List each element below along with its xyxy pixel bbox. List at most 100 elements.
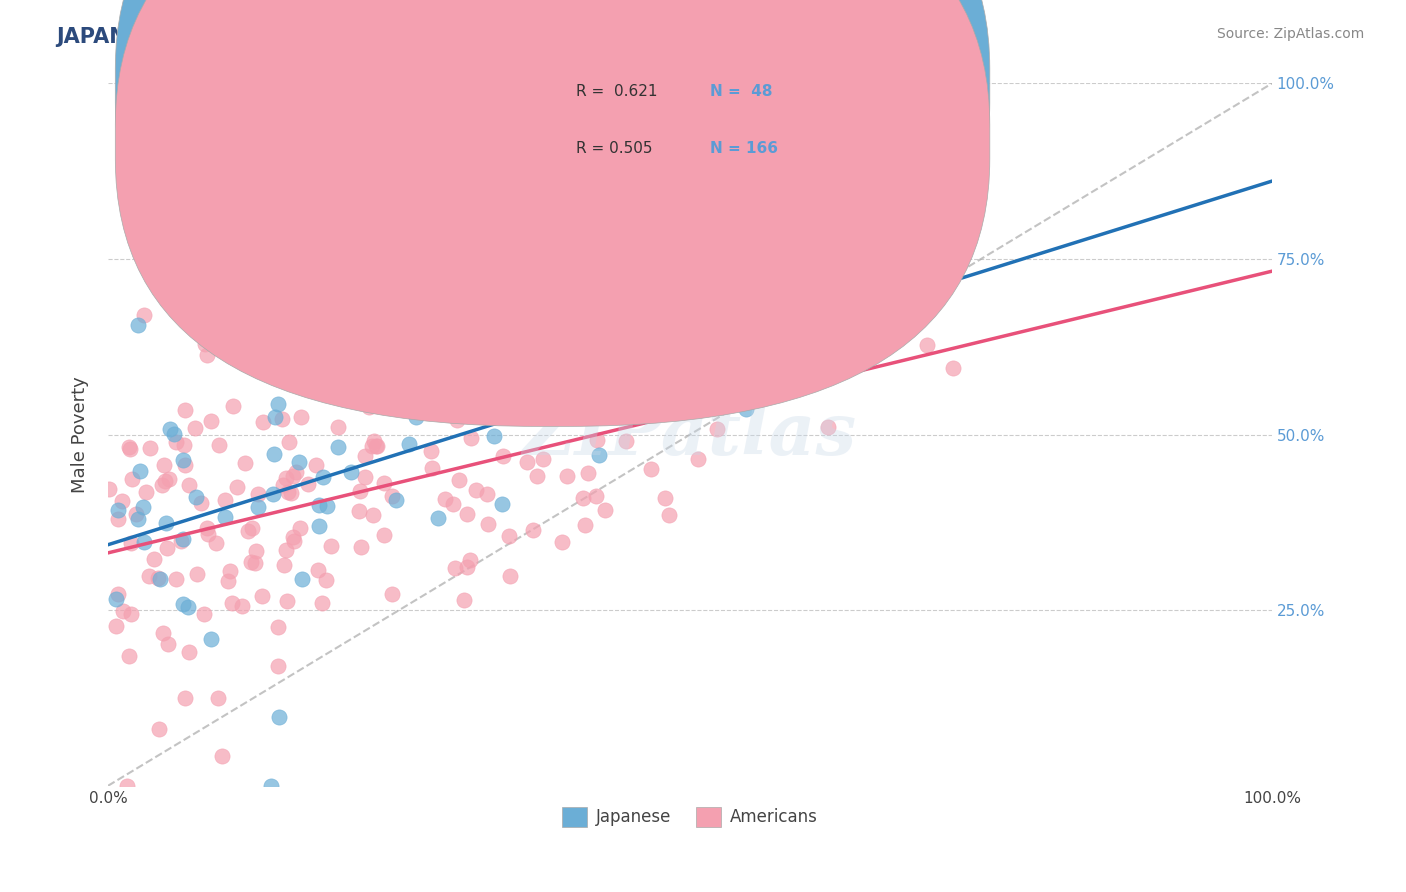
Americans <box>654 491 676 506</box>
Y-axis label: Male Poverty: Male Poverty <box>72 376 89 493</box>
Japanese <box>308 498 330 512</box>
Americans <box>118 440 141 454</box>
Americans <box>219 564 242 578</box>
Americans <box>148 571 170 585</box>
Japanese <box>177 600 200 615</box>
Americans <box>247 487 270 501</box>
Japanese <box>465 407 488 421</box>
Text: N =  48: N = 48 <box>710 85 772 99</box>
Americans <box>135 485 157 500</box>
Americans <box>817 419 839 434</box>
Americans <box>434 491 457 506</box>
Americans <box>326 420 349 434</box>
Americans <box>508 376 530 390</box>
Americans <box>271 477 294 491</box>
Americans <box>290 409 312 424</box>
Text: JAPANESE VS AMERICAN MALE POVERTY CORRELATION CHART: JAPANESE VS AMERICAN MALE POVERTY CORREL… <box>56 27 782 46</box>
Americans <box>200 414 222 428</box>
Americans <box>326 382 349 396</box>
Americans <box>271 411 294 425</box>
Americans <box>173 458 195 472</box>
Text: Source: ZipAtlas.com: Source: ZipAtlas.com <box>1216 27 1364 41</box>
Americans <box>486 349 509 363</box>
Americans <box>150 477 173 491</box>
Americans <box>593 503 616 517</box>
Americans <box>117 779 139 793</box>
Japanese <box>398 436 420 450</box>
Japanese <box>155 516 177 531</box>
Americans <box>273 558 295 572</box>
Japanese <box>263 447 285 461</box>
Americans <box>361 508 384 522</box>
Americans <box>745 331 768 345</box>
Japanese <box>398 366 420 380</box>
Americans <box>177 645 200 659</box>
Japanese <box>159 422 181 436</box>
Americans <box>456 559 478 574</box>
Americans <box>709 390 731 404</box>
Americans <box>283 534 305 549</box>
Americans <box>233 456 256 470</box>
Americans <box>225 480 247 494</box>
Americans <box>280 486 302 500</box>
Americans <box>443 561 465 575</box>
Americans <box>446 413 468 427</box>
Americans <box>585 489 607 503</box>
Japanese <box>267 397 290 411</box>
Americans <box>197 527 219 541</box>
Japanese <box>430 323 453 337</box>
Japanese <box>132 535 155 549</box>
Americans <box>319 539 342 553</box>
Japanese <box>482 428 505 442</box>
Japanese <box>630 307 652 321</box>
Americans <box>112 604 135 618</box>
Americans <box>267 619 290 633</box>
Americans <box>707 327 730 342</box>
Americans <box>686 451 709 466</box>
Americans <box>195 521 218 535</box>
Americans <box>360 439 382 453</box>
Americans <box>222 399 245 413</box>
Americans <box>157 637 180 651</box>
Japanese <box>291 572 314 586</box>
Americans <box>620 384 643 399</box>
Americans <box>207 691 229 706</box>
Americans <box>311 596 333 610</box>
Americans <box>747 381 769 395</box>
Americans <box>357 401 380 415</box>
Americans <box>194 337 217 351</box>
Americans <box>353 470 375 484</box>
Americans <box>283 469 305 483</box>
Americans <box>138 441 160 455</box>
Americans <box>284 465 307 479</box>
Americans <box>447 473 470 487</box>
Americans <box>354 450 377 464</box>
Legend: Japanese, Americans: Japanese, Americans <box>555 800 824 834</box>
Japanese <box>132 500 155 515</box>
Americans <box>177 477 200 491</box>
Japanese <box>316 500 339 514</box>
Americans <box>636 346 658 360</box>
Americans <box>307 563 329 577</box>
Japanese <box>308 519 330 533</box>
Japanese <box>262 487 284 501</box>
Americans <box>910 279 932 293</box>
Americans <box>184 421 207 435</box>
Japanese <box>149 572 172 586</box>
Americans <box>156 541 179 556</box>
Americans <box>274 542 297 557</box>
Japanese <box>172 597 194 611</box>
Japanese <box>502 368 524 382</box>
Americans <box>381 587 404 601</box>
Americans <box>120 442 142 456</box>
Americans <box>250 589 273 603</box>
Americans <box>657 369 679 384</box>
Americans <box>471 405 494 419</box>
Americans <box>240 555 263 569</box>
Americans <box>441 497 464 511</box>
Japanese <box>172 452 194 467</box>
Americans <box>373 475 395 490</box>
Americans <box>574 517 596 532</box>
Japanese <box>105 592 128 607</box>
Americans <box>121 472 143 486</box>
